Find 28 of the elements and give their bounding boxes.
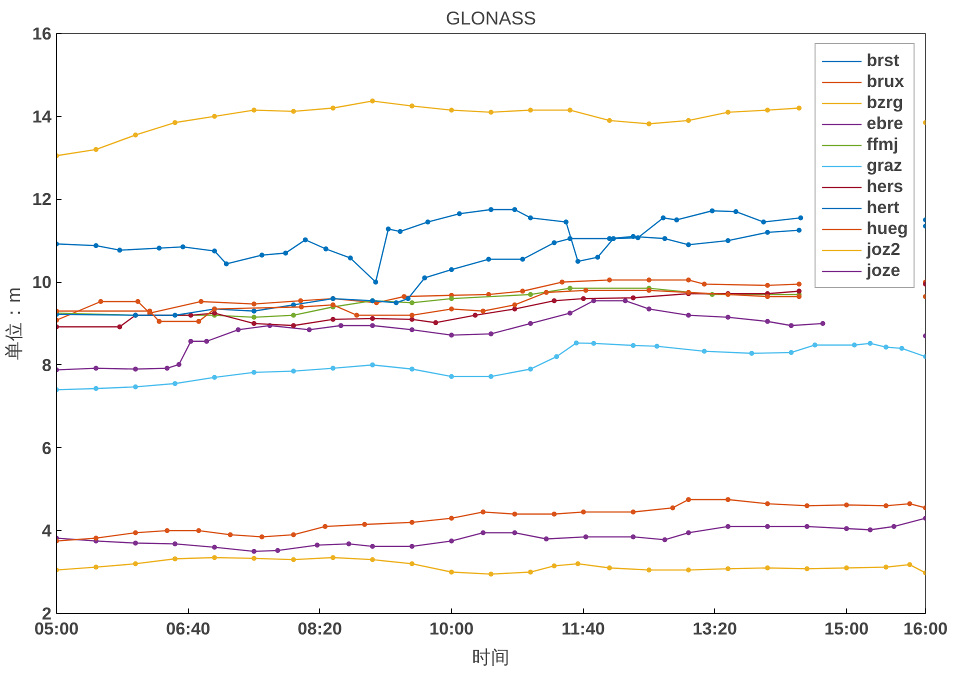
legend-label: hert: [866, 197, 900, 218]
y-tick-label: 6: [42, 438, 52, 458]
x-tick-label: 08:20: [298, 618, 342, 638]
x-tick-label: 13:20: [692, 618, 737, 638]
legend-label: brux: [866, 71, 904, 92]
y-tick-label: 10: [32, 272, 52, 292]
x-tick-label: 10:00: [429, 618, 474, 638]
legend-label: graz: [866, 155, 902, 176]
x-tick-label: 11:40: [561, 618, 605, 638]
y-tick-label: 14: [32, 106, 52, 126]
y-tick-label: 16: [32, 24, 52, 44]
x-tick-label: 15:00: [824, 618, 869, 638]
legend-label: brst: [866, 50, 900, 71]
legend-label: joz2: [866, 239, 900, 260]
x-tick-label: 16:00: [903, 618, 948, 638]
legend-label: hueg: [866, 218, 908, 239]
legend-label: ffmj: [866, 134, 898, 155]
y-axis-title: 单位：m: [3, 287, 24, 360]
y-tick-label: 8: [42, 354, 52, 375]
x-axis-title: 时间: [472, 646, 510, 668]
x-tick-label: 06:40: [166, 618, 210, 638]
legend-label: ebre: [866, 113, 904, 134]
y-tick-label: 4: [42, 520, 52, 541]
legend-label: bzrg: [866, 92, 904, 113]
y-tick-label: 12: [32, 189, 52, 210]
legend-label: joze: [866, 260, 900, 281]
legend-label: hers: [866, 176, 904, 197]
chart-title: GLONASS: [446, 8, 536, 28]
